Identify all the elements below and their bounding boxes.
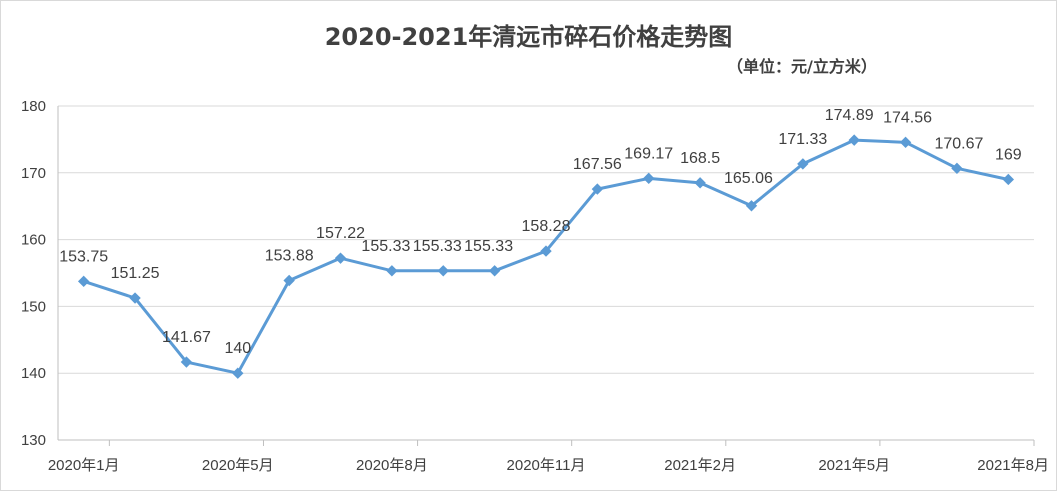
data-label: 167.56 xyxy=(573,156,622,173)
data-point-marker xyxy=(129,292,141,304)
data-point-marker xyxy=(386,265,398,277)
data-label: 155.33 xyxy=(361,238,410,255)
data-point-marker xyxy=(232,367,244,379)
data-label: 171.33 xyxy=(778,131,827,148)
data-point-marker xyxy=(180,356,193,368)
x-tick-label: 2021年5月 xyxy=(818,457,890,474)
y-tick-label: 170 xyxy=(21,165,46,182)
data-label: 174.56 xyxy=(883,109,932,126)
data-label: 165.06 xyxy=(724,170,773,187)
data-label: 141.67 xyxy=(162,329,211,346)
y-tick-label: 140 xyxy=(21,365,46,382)
data-label: 169.17 xyxy=(624,145,673,162)
data-label: 170.67 xyxy=(934,135,983,152)
data-point-marker xyxy=(334,252,347,264)
data-point-marker xyxy=(899,136,912,149)
data-label: 174.89 xyxy=(825,107,874,124)
data-label: 151.25 xyxy=(111,265,160,282)
x-tick-label: 2020年1月 xyxy=(48,457,120,474)
data-point-marker xyxy=(437,265,449,277)
data-label: 140 xyxy=(224,340,251,357)
x-tick-label: 2021年2月 xyxy=(664,457,736,474)
data-point-marker xyxy=(540,245,552,257)
data-point-marker xyxy=(488,265,501,277)
data-point-marker xyxy=(591,183,604,195)
data-point-marker xyxy=(283,274,295,287)
data-label: 155.33 xyxy=(464,238,513,255)
data-label: 158.28 xyxy=(522,218,571,235)
data-point-marker xyxy=(797,158,809,170)
x-tick-label: 2020年8月 xyxy=(356,457,428,474)
y-tick-label: 180 xyxy=(21,98,46,115)
x-tick-label: 2020年5月 xyxy=(202,457,274,474)
data-label: 157.22 xyxy=(316,225,365,242)
data-point-marker xyxy=(643,172,655,185)
y-tick-label: 130 xyxy=(21,432,46,449)
x-tick-label: 2021年8月 xyxy=(977,457,1049,474)
data-point-marker xyxy=(951,162,963,175)
data-label: 153.75 xyxy=(59,248,108,265)
data-point-marker xyxy=(694,177,706,189)
data-label: 153.88 xyxy=(265,247,314,264)
data-label: 168.5 xyxy=(680,150,720,167)
y-tick-label: 160 xyxy=(21,232,46,249)
chart-title: 2020-2021年清远市碎石价格走势图 xyxy=(324,23,733,51)
chart-unit-subtitle: （单位：元/立方米） xyxy=(727,57,877,76)
data-point-marker xyxy=(77,275,90,288)
data-label: 155.33 xyxy=(413,238,462,255)
y-tick-label: 150 xyxy=(21,298,46,315)
x-tick-label: 2020年11月 xyxy=(507,457,586,474)
data-point-marker xyxy=(1002,173,1015,186)
data-label: 169 xyxy=(995,146,1022,163)
data-point-marker xyxy=(745,200,758,212)
data-point-marker xyxy=(848,134,860,146)
